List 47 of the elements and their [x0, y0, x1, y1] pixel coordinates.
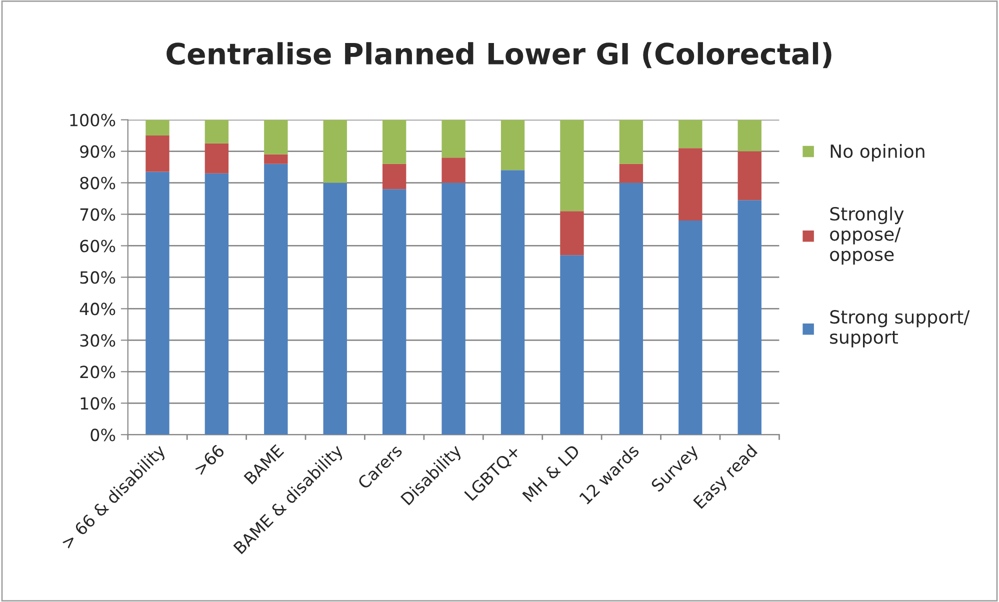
- bar: [678, 148, 702, 221]
- bar: [382, 189, 406, 435]
- y-tick-label: 60%: [80, 240, 116, 252]
- y-tick-label: 90%: [80, 145, 116, 158]
- bar: [442, 120, 466, 158]
- chart-title: Centralise Planned Lower GI (Colorectal): [166, 42, 832, 68]
- bar: [738, 200, 762, 435]
- bar: [560, 120, 584, 212]
- bar: [323, 120, 347, 183]
- y-tick-label: 70%: [80, 208, 116, 221]
- bar: [382, 120, 406, 164]
- y-tick-label: 0%: [90, 428, 116, 442]
- y-tick-label: 10%: [80, 397, 116, 410]
- y-tick-label: 100%: [70, 114, 116, 126]
- legend-label: Strong support/ support: [830, 310, 970, 348]
- bar: [678, 220, 702, 435]
- bar: [619, 120, 644, 164]
- bar: [442, 158, 466, 183]
- bar: [264, 120, 288, 154]
- bar: [560, 211, 584, 256]
- y-tick-label: 80%: [80, 176, 116, 190]
- bar: [146, 172, 170, 435]
- y-tick-label: 30%: [80, 334, 116, 347]
- bar: [204, 143, 229, 174]
- bar: [146, 136, 170, 172]
- y-tick-label: 50%: [80, 271, 116, 284]
- bar: [264, 164, 288, 435]
- bar: [323, 182, 347, 435]
- y-tick-label: 40%: [80, 302, 116, 316]
- y-tick-label: 20%: [80, 366, 116, 378]
- bar: [738, 120, 762, 152]
- legend-label: Strongly oppose/ oppose: [830, 206, 904, 265]
- bar: [619, 164, 644, 183]
- bar: [738, 151, 762, 200]
- bar: [442, 182, 466, 435]
- bar: [204, 173, 229, 435]
- bar: [619, 182, 644, 435]
- bar: [500, 120, 525, 170]
- bar: [204, 120, 229, 144]
- bar: [678, 120, 702, 148]
- legend-label: No opinion: [830, 144, 924, 162]
- bar: [382, 164, 406, 190]
- bar: [560, 255, 584, 435]
- bar: [500, 170, 525, 435]
- x-tick-label: MH & LD: [522, 444, 580, 502]
- bar: [264, 154, 288, 164]
- bar: [146, 120, 170, 136]
